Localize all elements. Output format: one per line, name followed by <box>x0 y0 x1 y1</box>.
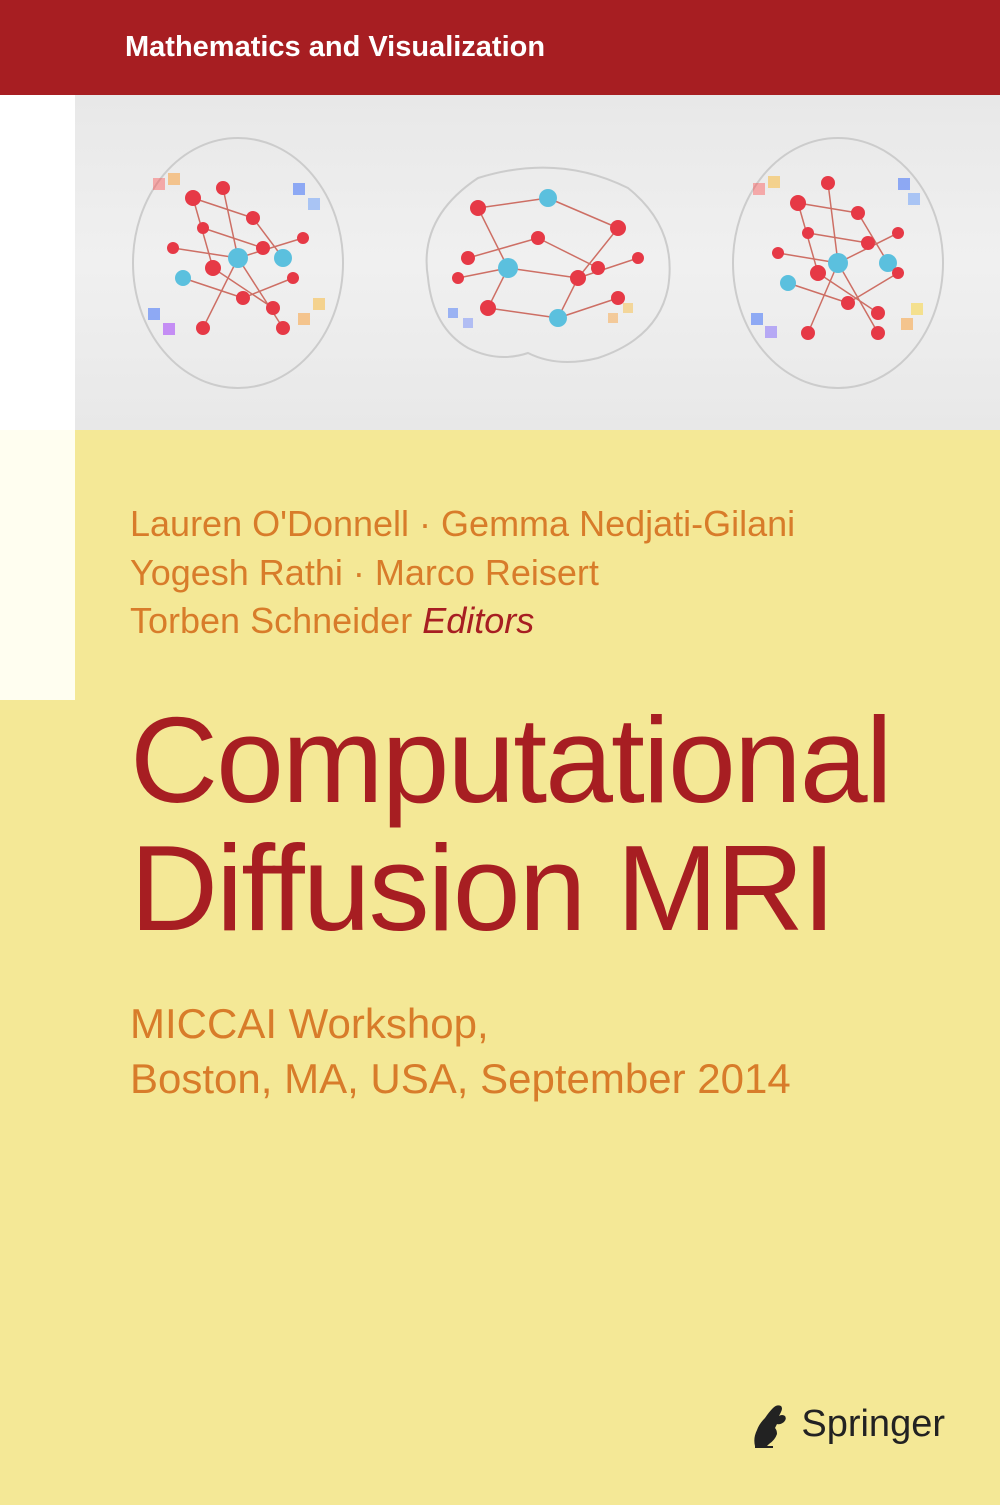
cover-content-area: Lauren O'Donnell · Gemma Nedjati-Gilani … <box>75 430 1000 1505</box>
editor-name-last: Torben Schneider <box>130 600 412 641</box>
subtitle-line-2: Boston, MA, USA, September 2014 <box>130 1052 945 1107</box>
springer-horse-icon <box>747 1398 789 1450</box>
editors-label: Editors <box>412 600 534 641</box>
brain-visualization-band <box>75 95 1000 430</box>
editors-block: Lauren O'Donnell · Gemma Nedjati-Gilani … <box>130 500 945 646</box>
spine-header <box>0 0 75 95</box>
publisher-name: Springer <box>801 1403 945 1446</box>
book-subtitle: MICCAI Workshop, Boston, MA, USA, Septem… <box>130 997 945 1106</box>
title-line-2: Diffusion MRI <box>130 824 945 952</box>
book-title: Computational Diffusion MRI <box>130 696 945 952</box>
series-header-band: Mathematics and Visualization <box>75 0 1000 95</box>
spine-content-strip <box>0 430 75 700</box>
editors-line-2: Yogesh Rathi · Marco Reisert <box>130 549 945 598</box>
title-line-1: Computational <box>130 696 945 824</box>
editors-line-1: Lauren O'Donnell · Gemma Nedjati-Gilani <box>130 500 945 549</box>
subtitle-line-1: MICCAI Workshop, <box>130 997 945 1052</box>
brain-network-sagittal-center <box>378 138 698 388</box>
brain-network-axial-left <box>113 128 363 398</box>
editors-line-3: Torben Schneider Editors <box>130 597 945 646</box>
series-title: Mathematics and Visualization <box>125 31 545 64</box>
brain-network-axial-right <box>713 128 963 398</box>
publisher-block: Springer <box>747 1398 945 1450</box>
